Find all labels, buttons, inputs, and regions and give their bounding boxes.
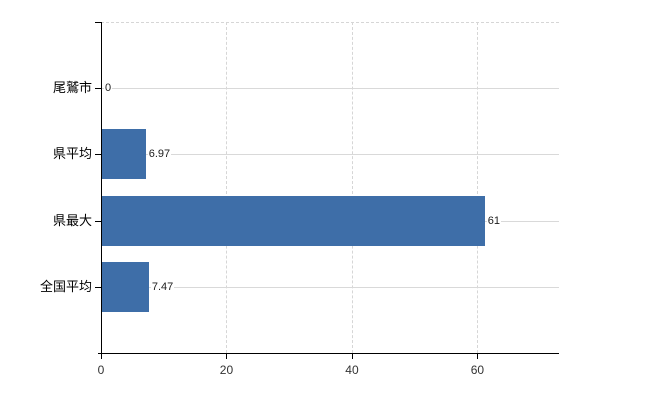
x-tick: [351, 353, 353, 359]
bar: [102, 196, 485, 246]
x-tick: [101, 353, 102, 359]
x-tick-label: 20: [219, 363, 234, 377]
x-tick-label: 60: [470, 363, 485, 377]
category-tick: [95, 221, 101, 222]
category-label: 県平均: [52, 146, 92, 161]
x-axis: [98, 353, 559, 354]
category-label: 尾鷲市: [52, 80, 92, 95]
x-tick-label: 40: [345, 363, 359, 377]
category-label: 県最大: [52, 213, 92, 228]
category-tick: [95, 287, 101, 288]
y-axis: [101, 22, 102, 353]
value-label: 0: [104, 81, 113, 95]
value-label: 61: [486, 214, 501, 228]
plot-top-border: [101, 22, 559, 23]
v-gridline: [351, 22, 353, 353]
v-gridline: [226, 22, 228, 353]
value-label: 6.97: [147, 147, 172, 161]
h-gridline: [101, 88, 559, 89]
bar: [102, 262, 149, 312]
category-tick: [95, 154, 101, 155]
bar: [102, 129, 146, 179]
value-label: 7.47: [150, 280, 175, 294]
category-tick: [95, 88, 101, 89]
x-tick: [477, 353, 479, 359]
x-tick-label: 0: [97, 363, 105, 377]
x-tick: [226, 353, 228, 359]
h-gridline: [101, 154, 559, 155]
h-gridline: [101, 287, 559, 288]
y-axis-top-tick: [95, 22, 101, 23]
v-gridline: [477, 22, 479, 353]
category-label: 全国平均: [39, 279, 92, 294]
